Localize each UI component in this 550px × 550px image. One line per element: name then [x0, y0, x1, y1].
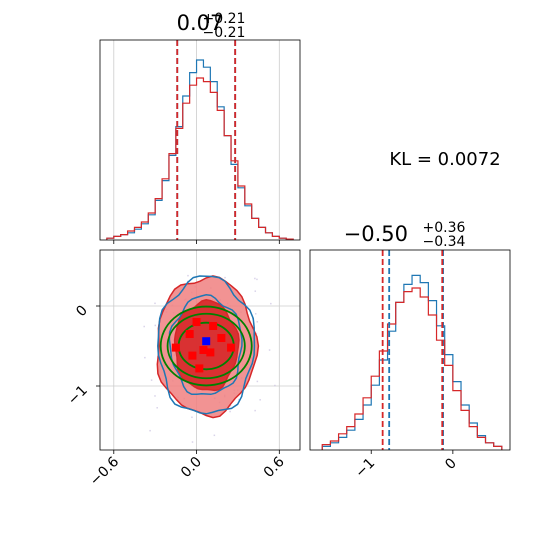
- blue-marker: [202, 337, 211, 346]
- scatter-point: [254, 277, 256, 280]
- marginal-histogram-2: −1 0 −0.50 +0.36 −0.34: [309, 220, 511, 481]
- grid: [113, 40, 280, 240]
- scatter-point: [255, 332, 258, 335]
- scatter-point: [191, 416, 193, 419]
- red-marker: [185, 330, 194, 338]
- histogram-series: [321, 274, 503, 450]
- title: 0.07: [177, 11, 224, 35]
- green-ellipse: [159, 305, 253, 387]
- histogram-red: [321, 287, 503, 450]
- blue-contour-level: [168, 294, 243, 396]
- title-lower-error: −0.21: [203, 25, 246, 41]
- axes-frame: [309, 249, 511, 451]
- scatter-point: [259, 399, 261, 401]
- scatter-point: [270, 302, 272, 305]
- red-marker: [217, 334, 226, 342]
- x-tick-label: 0: [442, 455, 460, 473]
- scatter-point: [144, 356, 146, 359]
- marginal-histogram-1: 0.07 +0.21 −0.21: [99, 11, 301, 244]
- axes-frame: [99, 39, 301, 241]
- histogram-blue: [321, 274, 503, 450]
- scatter-point: [149, 429, 151, 432]
- red-marker: [206, 348, 215, 357]
- scatter-point: [256, 278, 258, 281]
- scatter-point: [238, 398, 240, 401]
- quantile-lines: [176, 40, 237, 240]
- scatter-point: [132, 245, 134, 247]
- scatter-point: [154, 395, 156, 397]
- axes-frame: [99, 249, 301, 451]
- scatter-point: [256, 321, 259, 323]
- title-value: 0.07: [177, 11, 224, 35]
- title-upper-error: +0.21: [203, 11, 246, 27]
- scatter-point: [143, 325, 145, 328]
- scatter-point: [154, 324, 157, 327]
- kl-label: KL = 0.0072: [389, 149, 500, 170]
- red-marker: [171, 343, 180, 352]
- contour-content: [132, 245, 316, 443]
- y-tick-label: −1: [65, 383, 91, 409]
- scatter-point: [229, 410, 231, 413]
- title-upper-error: +0.36: [423, 220, 466, 236]
- x-tick-label: −1: [352, 455, 378, 481]
- x-ticks: −1 0: [352, 450, 460, 481]
- x-ticks: [113, 240, 280, 244]
- blue-contour-level: [157, 275, 256, 415]
- scatter-point: [224, 276, 226, 279]
- scatter-point: [254, 313, 257, 315]
- scatter-point: [254, 409, 256, 412]
- red-marker: [209, 322, 218, 330]
- scatter-point: [314, 357, 316, 359]
- scatter-point: [213, 434, 216, 437]
- scatter-point: [150, 379, 153, 381]
- x-tick-label: 0.6: [261, 454, 288, 481]
- scatter-point: [191, 441, 194, 443]
- red-marker: [227, 343, 236, 352]
- red-marker: [188, 351, 197, 360]
- red-marker: [199, 346, 208, 354]
- title-value: −0.50: [344, 222, 408, 246]
- histogram-red: [106, 77, 294, 240]
- histogram-series: [106, 59, 294, 240]
- joint-contour-panel: −0.6 0.0 0.6 0 −1: [65, 245, 316, 489]
- x-tick-label: −0.6: [87, 454, 122, 489]
- title-lower-error: −0.34: [423, 234, 466, 250]
- scatter-point: [187, 274, 189, 277]
- x-tick-label: 0.0: [178, 454, 205, 481]
- red-marker: [195, 364, 204, 373]
- scatter-point: [268, 349, 271, 351]
- histogram-blue: [106, 59, 294, 240]
- y-tick-label: 0: [73, 303, 91, 321]
- scatter-point: [254, 290, 257, 292]
- scatter-point: [274, 384, 276, 387]
- scatter-point: [256, 380, 259, 383]
- green-ellipse: [166, 312, 246, 380]
- scatter-point: [229, 404, 232, 407]
- red-marker: [192, 318, 201, 326]
- scatter-point: [154, 302, 156, 305]
- scatter-point: [156, 407, 158, 409]
- quantile-lines: [381, 250, 444, 450]
